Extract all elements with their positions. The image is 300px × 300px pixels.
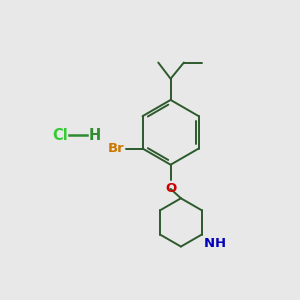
Text: Br: Br	[108, 142, 124, 155]
Text: O: O	[165, 182, 176, 194]
Text: H: H	[88, 128, 100, 143]
Text: N: N	[204, 237, 215, 250]
Text: Cl: Cl	[52, 128, 68, 143]
Text: H: H	[215, 237, 226, 250]
